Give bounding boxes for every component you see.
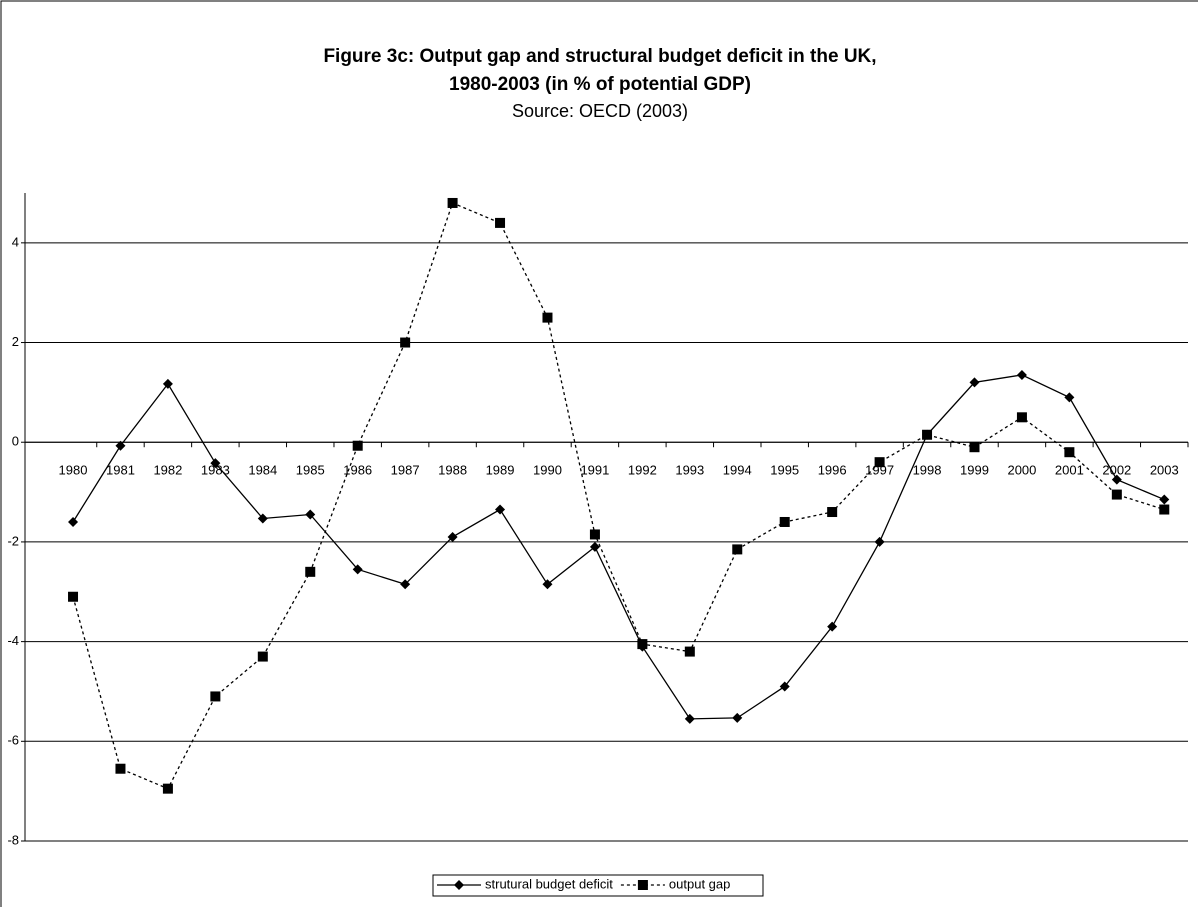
legend-label: output gap	[669, 876, 730, 891]
data-point	[922, 429, 933, 440]
data-point	[257, 513, 268, 524]
data-point	[305, 566, 316, 577]
x-tick-label: 1984	[248, 463, 277, 478]
x-tick-label: 1997	[865, 463, 894, 478]
legend-marker	[637, 880, 648, 890]
data-point	[969, 377, 980, 388]
data-point	[1159, 494, 1170, 505]
data-point	[1064, 392, 1075, 403]
chart-title: Figure 3c: Output gap and structural bud…	[323, 46, 876, 67]
chart-subtitle: Source: OECD (2003)	[512, 101, 688, 121]
data-point	[1016, 412, 1027, 423]
x-tick-label: 1998	[913, 463, 942, 478]
x-tick-label: 2003	[1150, 463, 1179, 478]
legend-box	[432, 874, 764, 897]
x-tick-label: 2000	[1007, 463, 1036, 478]
x-tick-label: 1987	[391, 463, 420, 478]
y-tick-label: -6	[7, 733, 19, 748]
y-tick-label: 4	[12, 234, 19, 249]
data-point	[447, 197, 458, 208]
data-point	[352, 440, 363, 451]
data-point	[68, 516, 79, 527]
data-point	[779, 681, 790, 692]
data-point	[162, 783, 173, 794]
x-tick-label: 1990	[533, 463, 562, 478]
data-point	[68, 591, 79, 602]
data-point	[495, 504, 506, 515]
data-point	[495, 217, 506, 228]
data-point	[874, 457, 885, 468]
data-point	[1111, 474, 1122, 485]
data-point	[257, 651, 268, 662]
data-point	[874, 536, 885, 547]
data-point	[447, 531, 458, 542]
data-point	[969, 442, 980, 453]
data-point	[115, 440, 126, 451]
x-tick-label: 1992	[628, 463, 657, 478]
x-tick-label: 1993	[675, 463, 704, 478]
legend-marker	[454, 880, 464, 890]
x-tick-label: 2001	[1055, 463, 1084, 478]
y-tick-label: -4	[7, 633, 19, 648]
data-point	[684, 646, 695, 657]
x-tick-label: 1994	[723, 463, 752, 478]
data-point	[1064, 447, 1075, 458]
x-tick-label: 1991	[580, 463, 609, 478]
y-tick-label: -2	[7, 533, 19, 548]
x-tick-label: 1999	[960, 463, 989, 478]
series-line	[72, 374, 1165, 720]
x-tick-label: 1996	[818, 463, 847, 478]
data-point	[162, 378, 173, 389]
x-tick-label: 1986	[343, 463, 372, 478]
data-point	[589, 541, 600, 552]
data-point	[210, 458, 221, 469]
data-point	[637, 639, 648, 650]
data-point	[305, 509, 316, 520]
legend-label: strutural budget deficit	[485, 876, 613, 891]
data-point	[542, 312, 553, 323]
data-point	[684, 713, 695, 724]
data-point	[115, 763, 126, 774]
data-point	[732, 544, 743, 555]
data-point	[1111, 489, 1122, 500]
chart-title: 1980-2003 (in % of potential GDP)	[449, 74, 751, 95]
data-point	[400, 579, 411, 590]
data-point	[732, 712, 743, 723]
x-tick-label: 1980	[59, 463, 88, 478]
data-point	[827, 621, 838, 632]
data-point	[400, 337, 411, 348]
data-point	[827, 507, 838, 518]
x-tick-label: 1985	[296, 463, 325, 478]
x-tick-label: 1982	[153, 463, 182, 478]
data-point	[1016, 369, 1027, 380]
x-tick-label: 1983	[201, 463, 230, 478]
data-point	[589, 529, 600, 540]
x-tick-label: 1989	[486, 463, 515, 478]
series-line	[72, 202, 1165, 790]
x-tick-label: 1988	[438, 463, 467, 478]
data-point	[352, 564, 363, 575]
y-tick-label: 2	[12, 334, 19, 349]
data-point	[1159, 504, 1170, 515]
data-point	[210, 691, 221, 702]
y-tick-label: 0	[12, 434, 19, 449]
data-point	[779, 516, 790, 527]
y-tick-label: -8	[7, 832, 19, 847]
x-tick-label: 1981	[106, 463, 135, 478]
x-tick-label: 1995	[770, 463, 799, 478]
data-point	[542, 579, 553, 590]
